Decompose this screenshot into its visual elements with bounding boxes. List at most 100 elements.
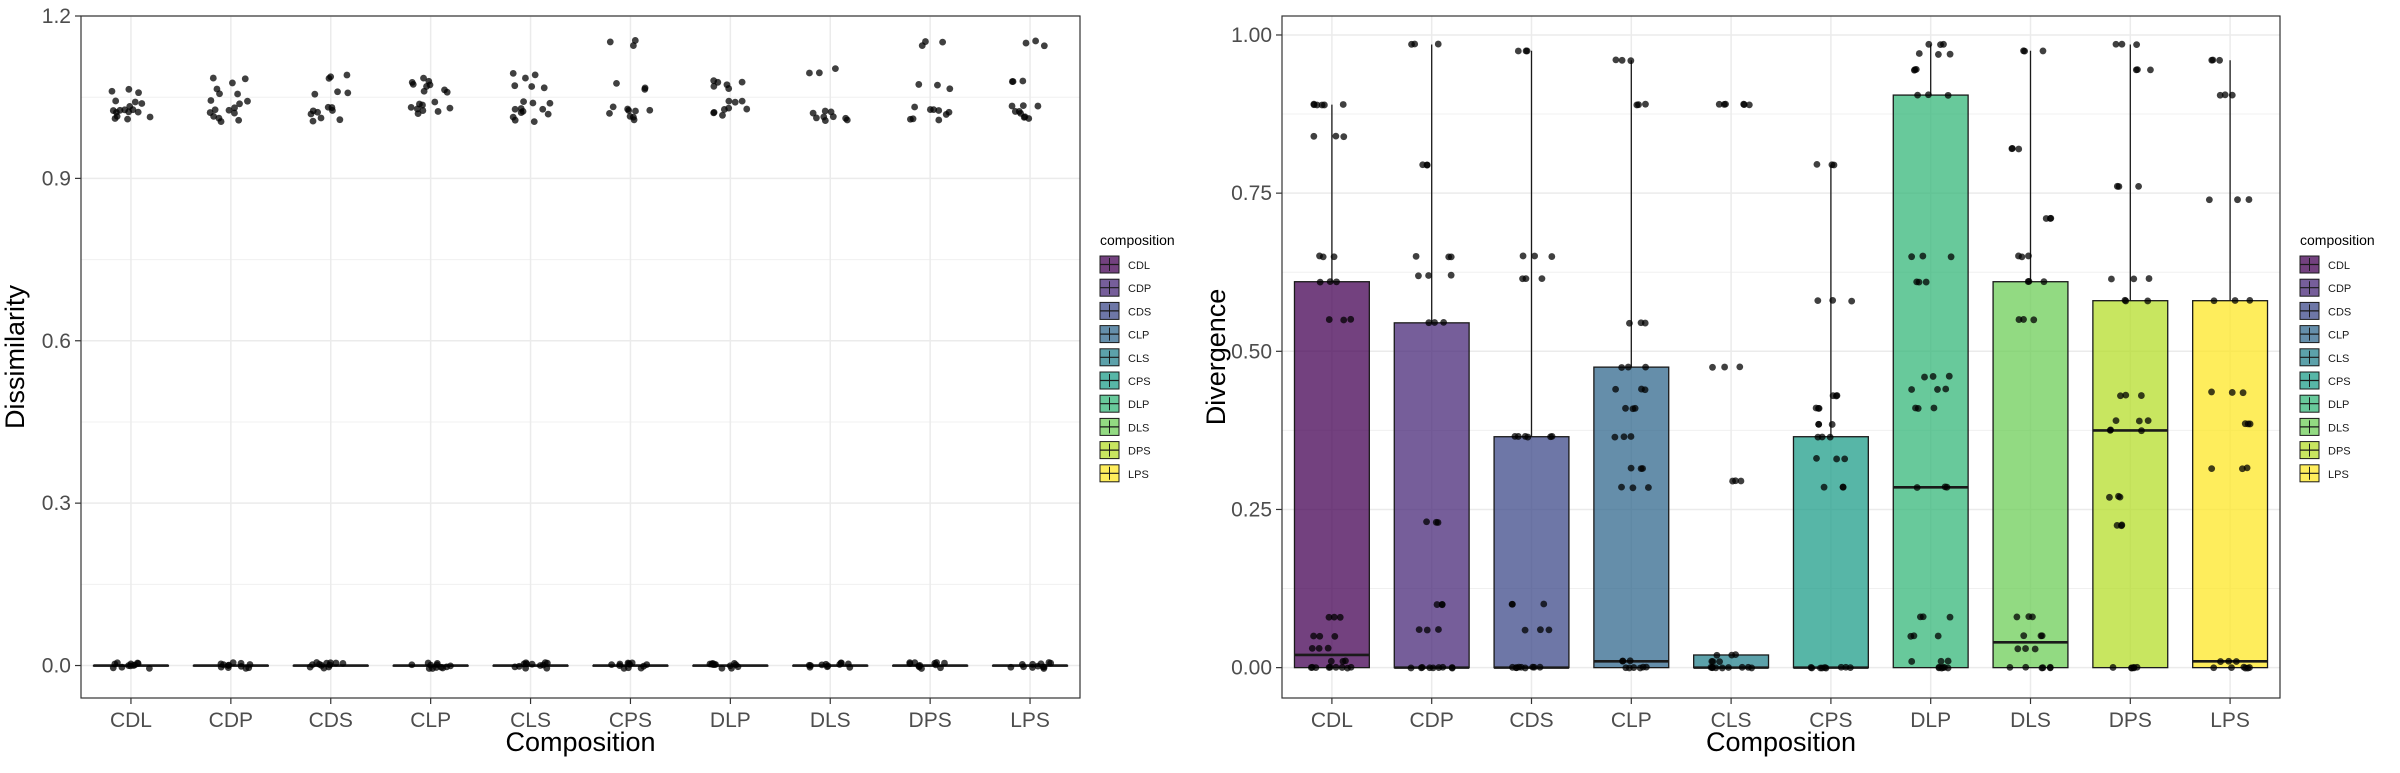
point-DPS [2117,392,2124,400]
x-tick-label: DLP [710,709,751,732]
point-CDP [220,661,227,669]
point-DPS [907,115,914,123]
point-CDS [1531,252,1539,260]
point-DLS [2022,645,2029,652]
point-CDS [344,89,352,97]
point-CDS [311,90,319,98]
point-DLP [1938,664,1946,672]
point-DLP [1937,41,1944,49]
legend-label: CDL [1128,260,1150,272]
point-CPS [1828,421,1836,428]
x-tick-label: CDL [1311,709,1353,732]
legend-item-CDL: CDL [2299,255,2350,274]
point-CDP [209,74,217,82]
y-tick-label: 0.00 [1231,657,1272,680]
point-CLP [407,103,415,111]
point-DPS [2130,664,2138,672]
point-CDP [1412,252,1420,260]
point-CLS [531,71,539,79]
point-CDS [1548,253,1556,260]
point-LPS [2228,389,2236,396]
point-DLS [2013,613,2021,621]
point-DLS [2030,316,2038,324]
point-CDL [116,106,124,114]
point-DPS [911,103,919,111]
point-LPS [2208,465,2216,473]
legend-label: CPS [2328,376,2351,388]
point-CDP [1423,161,1431,169]
x-tick-label: CLP [410,709,451,732]
point-DLS [831,65,839,73]
point-DLS [2039,664,2047,672]
point-LPS [1011,108,1019,115]
point-CLS [540,84,548,92]
point-DLS [2020,632,2028,640]
point-CLS [1709,363,1716,371]
y-tick-label: 0.9 [42,167,71,190]
point-CLS [1744,663,1752,671]
legend-item-CDP: CDP [2299,278,2351,297]
point-CPS [1837,663,1845,671]
legend-item-CDL: CDL [1099,255,1150,274]
point-CDP [1415,272,1422,280]
point-CDL [113,659,121,667]
point-DLP [719,111,726,119]
point-DLP [731,98,739,106]
point-CLS [1718,664,1726,672]
point-DLS [2039,47,2047,55]
point-CDL [1340,316,1348,324]
legend-item-CDS: CDS [1099,301,1151,320]
point-CDP [1426,664,1434,672]
point-DLP [1946,50,1954,58]
point-CDS [1522,275,1530,283]
point-DLS [827,108,835,116]
point-DPS [2121,296,2129,304]
point-DLS [838,659,845,667]
point-DPS [2106,493,2113,501]
point-CPS [641,84,649,92]
point-DLS [2006,663,2014,671]
point-DPS [2144,297,2152,305]
point-CLP [1618,364,1626,371]
point-LPS [1032,37,1040,45]
point-CLS [1716,658,1723,666]
point-CLP [434,108,442,115]
y-tick-label: 0.0 [42,655,71,678]
legend-item-CDP: CDP [1099,278,1151,297]
point-CLS [1708,664,1716,672]
point-LPS [2239,389,2247,397]
point-DPS [2135,182,2142,190]
point-CDP [245,664,253,672]
point-DPS [2109,664,2117,671]
point-DLS [806,663,814,671]
point-CLP [443,663,451,671]
point-CLP [1622,404,1629,412]
point-CDL [1308,644,1316,652]
point-CLP [408,79,416,86]
point-DPS [2135,417,2143,425]
point-CPS [1839,483,1847,491]
point-CDP [1431,319,1438,326]
point-CLS [1725,664,1732,671]
point-CPS [613,79,620,87]
point-CDS [332,659,340,667]
point-DLP [1921,373,1928,381]
point-DPS [2138,427,2145,435]
point-LPS [2231,297,2239,304]
point-CDS [327,73,335,81]
point-CDL [130,662,137,669]
y-axis-title: Divergence [1201,289,1231,426]
panel-border [1281,15,2281,699]
point-LPS [2228,664,2235,672]
point-CLP [1612,56,1620,64]
point-DPS [2115,492,2122,500]
point-CLS [515,662,523,670]
point-DLP [1914,91,1921,99]
point-DLP [1908,658,1916,665]
legend-label: CDS [1128,306,1151,318]
point-LPS [2228,91,2236,99]
point-CDL [1325,316,1333,323]
x-axis-title: Composition [505,727,655,757]
legend-label: CDL [2328,260,2350,272]
